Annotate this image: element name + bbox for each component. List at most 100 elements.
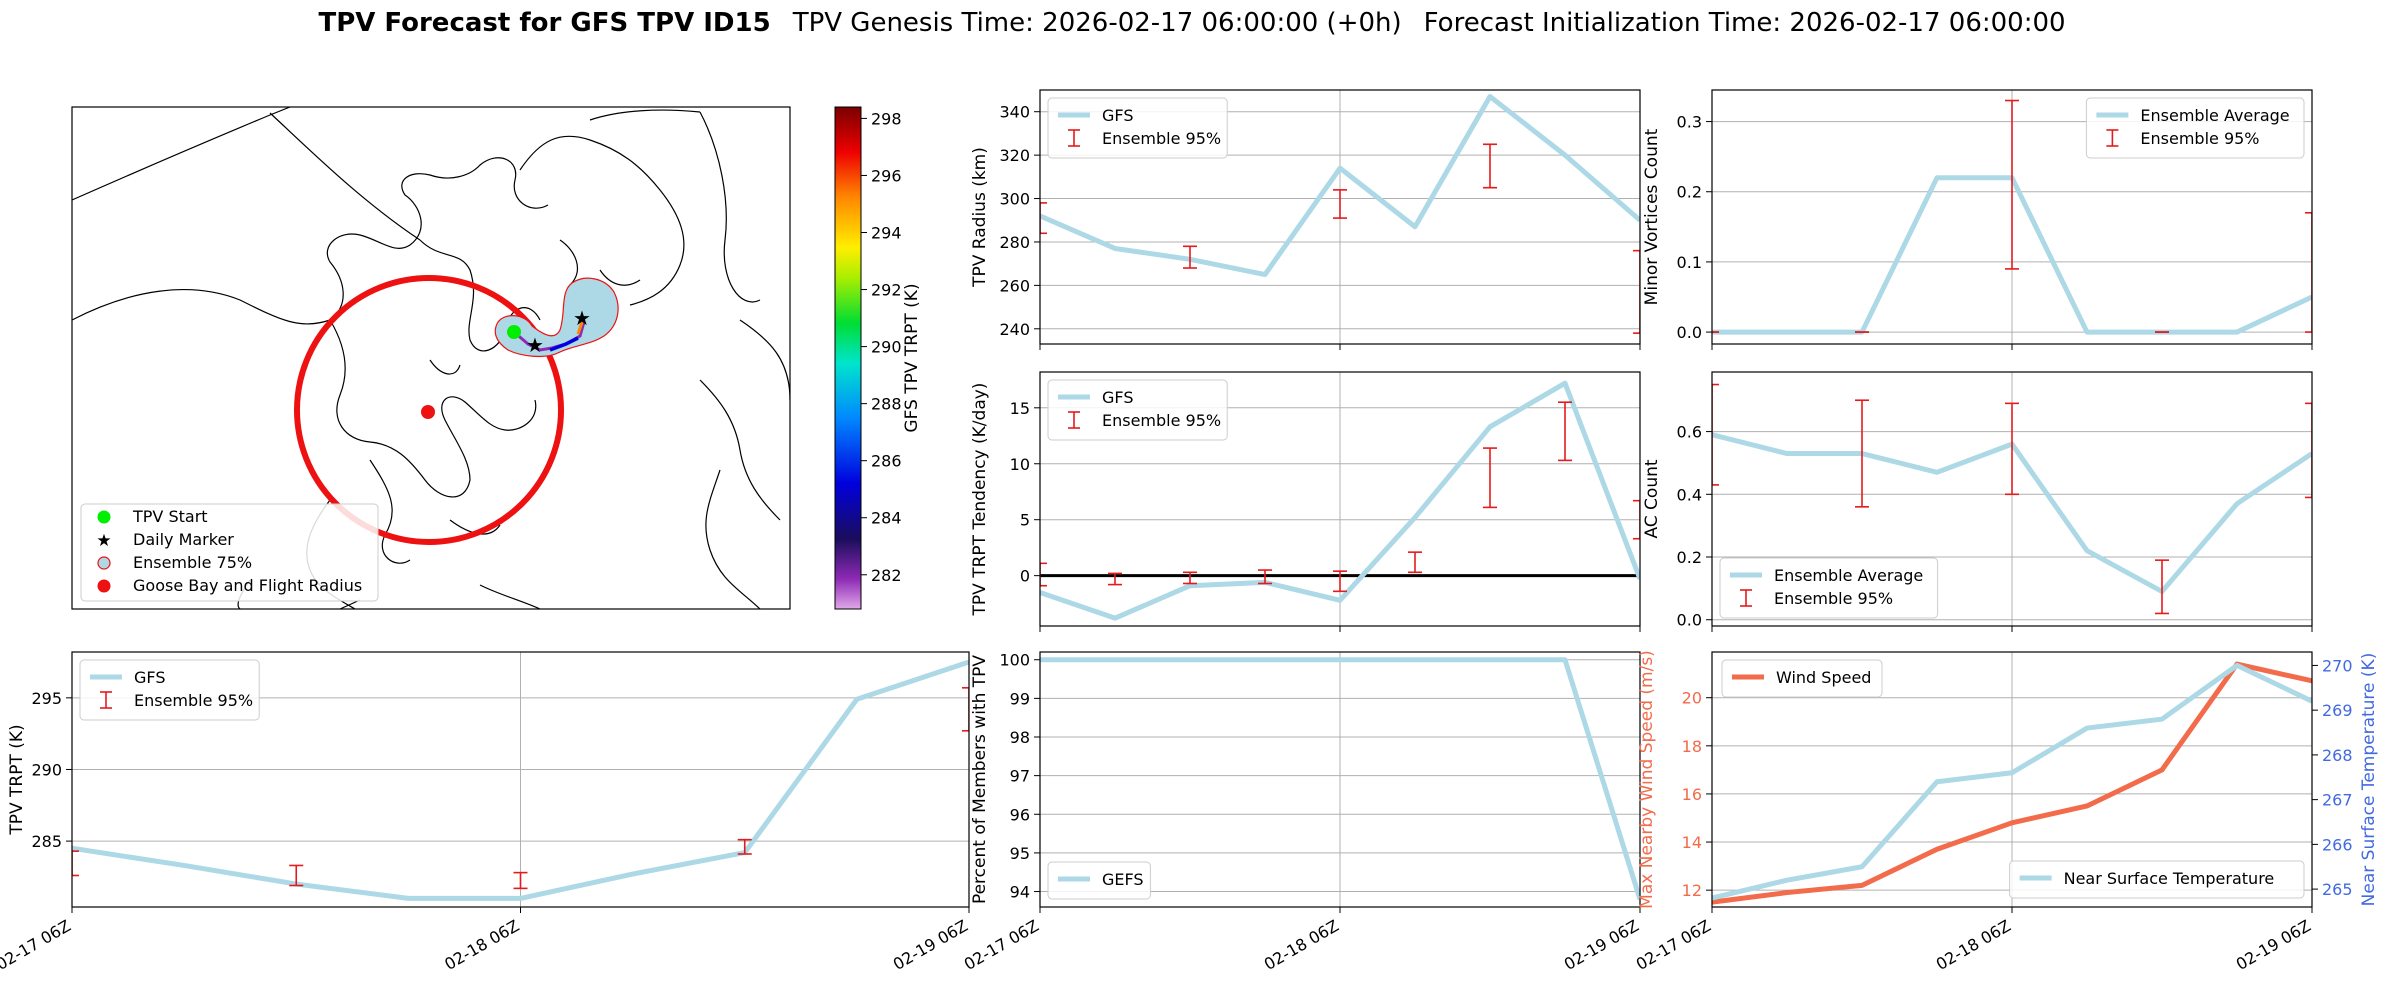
errorbar <box>72 850 79 877</box>
y-axis-label: Minor Vortices Count <box>1642 128 1662 305</box>
xtick-label: 02-19 06Z <box>1561 916 1642 974</box>
legend-label: GFS <box>1102 106 1133 125</box>
errorbar <box>1633 249 1640 334</box>
y2tick-label: 265 <box>2322 880 2353 899</box>
xtick-label: 02-18 06Z <box>1261 916 1342 974</box>
ytick-label: 12 <box>1682 881 1702 900</box>
errorbar <box>513 871 528 890</box>
ytick-label: 295 <box>31 689 62 708</box>
ytick-label: 240 <box>999 320 1030 339</box>
legend-label: Wind Speed <box>1776 668 1871 687</box>
ytick-label: 0.0 <box>1677 323 1702 342</box>
ytick-label: 98 <box>1010 728 1030 747</box>
legend-label: GEFS <box>1102 870 1144 889</box>
xtick-label: 02-19 06Z <box>890 916 971 974</box>
legend-label: GFS <box>1102 388 1133 407</box>
title-bold: TPV Forecast for GFS TPV ID15 <box>318 8 770 38</box>
chart-percent: 94 95 96 97 98 99 100 02-17 06Z 02-18 06Z 02-19 0… <box>961 651 1642 974</box>
colorbar-tick-label: 294 <box>871 224 902 243</box>
plot-area <box>1712 383 2312 615</box>
ytick-label: 0.0 <box>1677 611 1702 630</box>
ytick-label: 99 <box>1010 689 1030 708</box>
chart-legend: Near Surface Temperature <box>2009 860 2305 899</box>
errorbar <box>2005 402 2019 496</box>
chart-legend: GFS Ensemble 95% <box>1047 379 1228 441</box>
series-gefs <box>1040 657 1640 901</box>
legend-daily-marker: Daily Marker <box>133 530 234 549</box>
chart-legend: Ensemble Average Ensemble 95% <box>1719 557 1939 619</box>
legend-label: Ensemble 95% <box>2140 129 2259 148</box>
xtick-label: 02-17 06Z <box>1633 916 1714 974</box>
ensemble-75-area <box>494 277 619 358</box>
errorbar <box>1040 562 1047 587</box>
errorbar <box>1333 189 1347 219</box>
errorbar <box>2005 99 2019 270</box>
colorbar-tick-label: 292 <box>871 281 902 300</box>
y2tick-label: 269 <box>2322 701 2353 720</box>
legend-label: GFS <box>134 668 165 687</box>
errorbar <box>1258 569 1272 585</box>
legend-label: Ensemble Average <box>2140 106 2289 125</box>
tpv-track-late <box>576 321 584 335</box>
ytick-label: 0.4 <box>1677 485 1702 504</box>
errorbar <box>1408 551 1422 574</box>
colorbar-tick-label: 286 <box>871 452 902 471</box>
legend-goose-bay: Goose Bay and Flight Radius <box>133 576 362 595</box>
errorbar <box>1483 143 1497 189</box>
chart-panels: 285 290 295 02-17 06Z 02-18 06Z 02-19 06Z TPV … <box>0 89 2379 974</box>
tpv-start-marker <box>507 325 521 339</box>
colorbar-label: GFS TPV TRPT (K) <box>902 283 922 432</box>
xtick-label: 02-19 06Z <box>2233 916 2314 974</box>
chart-trpt: 285 290 295 02-17 06Z 02-18 06Z 02-19 06Z TPV … <box>0 651 971 974</box>
legend-goose-bay-icon <box>97 579 111 593</box>
daily-marker-1: ★ <box>526 333 544 357</box>
ytick-label: 16 <box>1682 785 1702 804</box>
plot-area <box>1712 99 2312 335</box>
plot-area <box>1040 94 1640 334</box>
ytick-label: 260 <box>999 276 1030 295</box>
y-axis-label: TPV Radius (km) <box>970 147 990 288</box>
y2tick-label: 267 <box>2322 791 2353 810</box>
series-gfs <box>1040 94 1640 278</box>
y-axis-label: AC Count <box>1642 459 1662 538</box>
xtick-label: 02-18 06Z <box>441 916 522 974</box>
chart-legend: GFS Ensemble 95% <box>79 659 260 721</box>
map-coastlines <box>72 107 790 609</box>
legend-tpv-start-icon <box>97 510 111 524</box>
series-gfs <box>1040 380 1640 621</box>
errorbar <box>1855 399 1869 508</box>
ytick-label: 97 <box>1010 767 1030 786</box>
xtick-label: 02-18 06Z <box>1933 916 2014 974</box>
title-genesis: TPV Genesis Time: 2026-02-17 06:00:00 (+… <box>792 8 1402 38</box>
y2tick-label: 268 <box>2322 746 2353 765</box>
plot-area <box>1712 661 2312 905</box>
tpv-track-mid <box>549 336 579 352</box>
colorbar-tick-label: 298 <box>871 109 902 128</box>
ytick-label: 94 <box>1010 883 1030 902</box>
legend-label: Near Surface Temperature <box>2064 869 2275 888</box>
chart-legend: GEFS <box>1047 861 1151 900</box>
flight-radius-circle <box>294 275 564 545</box>
legend-tpv-start: TPV Start <box>132 507 208 526</box>
colorbar-tick-label: 296 <box>871 166 902 185</box>
chart-radius: 240 260 280 300 320 340 TPV Radius (km) GFS Ense… <box>970 89 1641 350</box>
ytick-label: 285 <box>31 832 62 851</box>
ytick-label: 300 <box>999 190 1030 209</box>
goose-bay-marker <box>421 405 435 419</box>
legend-ensemble-icon <box>97 556 111 570</box>
ytick-label: 0.2 <box>1677 183 1702 202</box>
legend-label: Ensemble 95% <box>134 691 253 710</box>
errorbar <box>1633 499 1640 540</box>
series-wind-speed <box>1712 661 2312 905</box>
ytick-label: 5 <box>1020 511 1030 530</box>
ytick-label: 20 <box>1682 689 1702 708</box>
chart-legend: GFS Ensemble 95% <box>1047 97 1228 159</box>
errorbar <box>1558 401 1572 462</box>
chart-minor: 0.0 0.1 0.2 0.3 Minor Vortices Count Ensemble… <box>1642 89 2313 350</box>
colorbar-tick-label: 284 <box>871 509 902 528</box>
errorbar <box>289 864 304 887</box>
legend-label: Ensemble Average <box>1774 566 1923 585</box>
ytick-label: 280 <box>999 233 1030 252</box>
series-gfs <box>72 659 969 901</box>
chart-wind: 12 14 16 18 20 265 266 267 268 269 270 Near Surface… <box>1633 650 2379 974</box>
